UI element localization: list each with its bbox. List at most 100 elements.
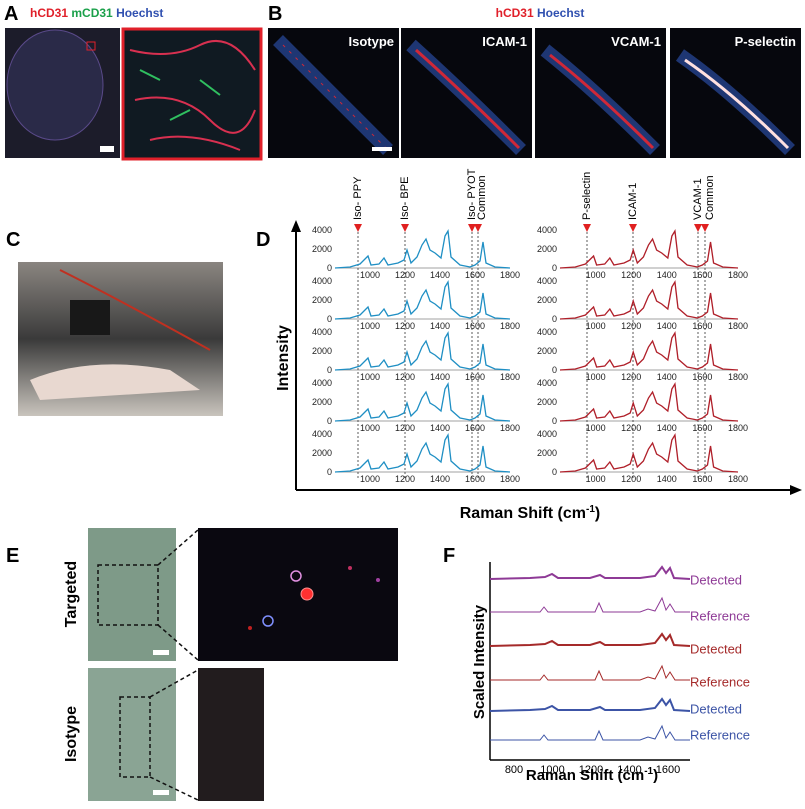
x-tick-label: 1200 (621, 423, 641, 433)
y-tick-label: 2000 (312, 346, 332, 356)
spectrum (489, 698, 691, 712)
x-tick-label: 1000 (360, 423, 380, 433)
stain: hCD31 (496, 6, 534, 20)
x-tick-label: 1400 (657, 423, 677, 433)
x-tick-label: 1600 (692, 270, 712, 280)
y-tick-label: 4000 (312, 327, 332, 337)
image-label: Isotype (348, 34, 394, 49)
peak-label: Iso- BPE (399, 177, 411, 220)
x-tick-label: 1600 (692, 321, 712, 331)
spectrum (334, 230, 511, 269)
scale-bar (372, 147, 392, 151)
x-tick-label: 1600 (465, 372, 485, 382)
x-tick-label: 1000 (586, 372, 606, 382)
peak-label: ICAM-1 (627, 183, 639, 220)
x-tick-label: 1600 (656, 764, 680, 776)
y-tick-label: 0 (552, 314, 557, 324)
x-tick-label: 1800 (728, 474, 748, 484)
y-tick-label: 0 (327, 314, 332, 324)
y-tick-label: 4000 (537, 327, 557, 337)
x-axis-label-sup: -1 (586, 504, 595, 515)
x-tick-label: 1400 (657, 474, 677, 484)
spectrum (334, 281, 511, 320)
nanoparticle-spot (262, 615, 274, 627)
x-tick-label: 1000 (586, 474, 606, 484)
x-tick-label: 1000 (360, 474, 380, 484)
x-tick-label: 1800 (728, 423, 748, 433)
x-tick-label: 1400 (430, 270, 450, 280)
y-tick-label: 0 (327, 365, 332, 375)
x-tick-label: 1800 (500, 474, 520, 484)
panel-label: D (256, 229, 270, 251)
nanoparticle-spot (290, 570, 302, 582)
raman-image (198, 668, 264, 801)
x-tick-label: 1000 (586, 270, 606, 280)
x-tick-label: 1600 (465, 474, 485, 484)
spectrum (334, 383, 511, 422)
zoom-box (97, 564, 159, 626)
nanoparticle-spot (248, 626, 252, 630)
x-tick-label: 1600 (692, 423, 712, 433)
stain: Hoechst (116, 6, 163, 20)
zoom-box (86, 41, 96, 51)
zoom-box (119, 696, 151, 778)
x-axis-label: Raman Shift (cm-1) (460, 504, 600, 522)
image-row: Isotype ICAM-1 VCAM-1 P-selectin (268, 28, 801, 158)
axis-arrow (790, 485, 802, 495)
y-tick-label: 2000 (312, 244, 332, 254)
scale-bar (100, 146, 114, 152)
panel-label: E (6, 545, 19, 567)
x-tick-label: 1800 (500, 321, 520, 331)
spectra-grid: 0 2000 4000 1000 1200 1400 1600 1800 0 2000 4000 10… (312, 225, 748, 484)
x-tick-label: 1000 (360, 270, 380, 280)
peak-arrow (474, 224, 482, 232)
x-axis-label-end: ) (595, 505, 600, 522)
image-label: VCAM-1 (611, 34, 661, 49)
peak-label: Iso- PPY (352, 176, 364, 220)
panel-label: B (268, 3, 282, 25)
x-axis-label: Raman Shift (cm-1) (526, 766, 658, 784)
x-tick-label: 1200 (395, 474, 415, 484)
cable (59, 269, 211, 351)
x-tick-label: 1400 (430, 474, 450, 484)
spectrum (334, 332, 511, 371)
stain-title: hCD31 mCD31 Hoechst (30, 6, 163, 20)
mouse (30, 364, 200, 400)
x-tick-label: 1200 (579, 764, 603, 776)
vessel (684, 58, 790, 150)
panel-label: A (4, 3, 18, 25)
x-tick-label: 1200 (395, 423, 415, 433)
y-tick-label: 2000 (537, 397, 557, 407)
stain: mCD31 (71, 6, 113, 20)
x-tick-label: 1400 (657, 321, 677, 331)
y-tick-label: 0 (552, 365, 557, 375)
y-tick-label: 2000 (312, 448, 332, 458)
x-tick-label: 1400 (430, 321, 450, 331)
peak-arrow (629, 224, 637, 232)
row-label: Isotype (63, 706, 80, 762)
y-tick-label: 4000 (537, 429, 557, 439)
x-tick-label: 1400 (657, 372, 677, 382)
vessel (415, 48, 521, 150)
tissue-section (6, 29, 104, 141)
x-tick-label: 1200 (395, 372, 415, 382)
spectrum (489, 597, 691, 613)
y-tick-label: 0 (327, 263, 332, 273)
peak-label: P-selectin (581, 172, 593, 220)
x-tick-label: 1400 (617, 764, 641, 776)
spectrum (559, 332, 739, 371)
stain: Hoechst (537, 6, 584, 20)
x-tick-label: 1000 (586, 423, 606, 433)
image-label: P-selectin (735, 34, 796, 49)
x-tick-label: 800 (505, 764, 523, 776)
x-tick-label: 1800 (728, 372, 748, 382)
y-tick-label: 4000 (537, 276, 557, 286)
axis-arrow (291, 220, 301, 232)
nanoparticle-spot (300, 587, 314, 601)
panel-label: F (443, 545, 455, 567)
y-tick-label: 4000 (312, 378, 332, 388)
trace-label: Reference (690, 608, 750, 623)
trace-label: Reference (690, 727, 750, 742)
peak-label: VCAM-1 (692, 178, 704, 220)
